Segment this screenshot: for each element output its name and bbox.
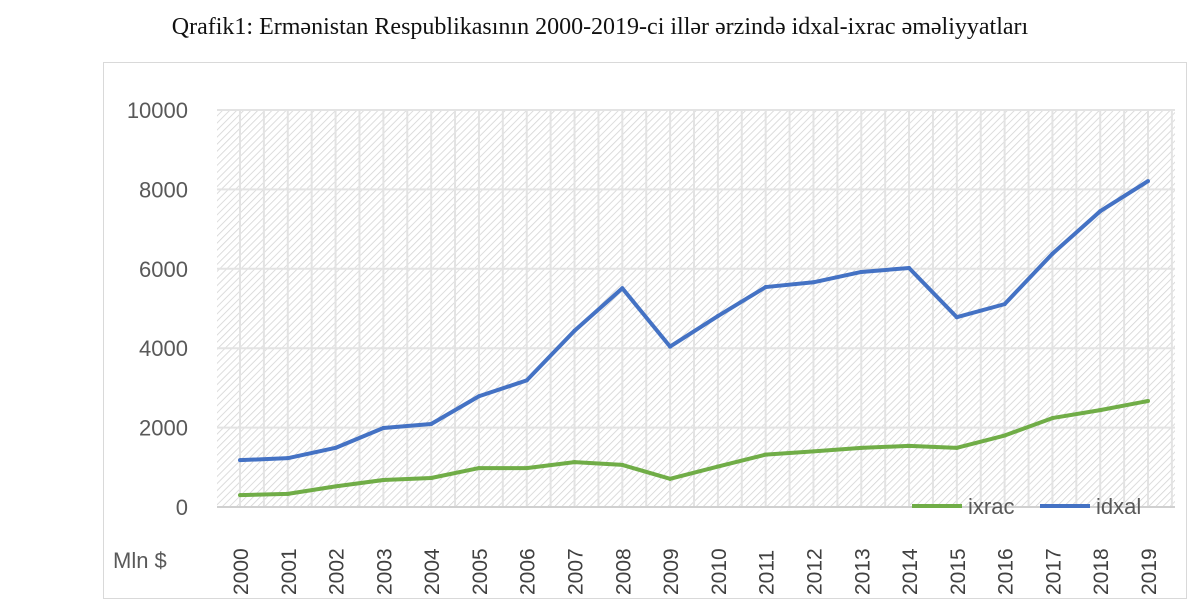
data-point-idxal bbox=[429, 422, 434, 427]
chart-frame bbox=[103, 62, 1187, 599]
data-point-ixrac bbox=[429, 476, 434, 481]
data-point-idxal bbox=[333, 445, 338, 450]
data-point-idxal bbox=[668, 344, 673, 349]
data-point-idxal bbox=[381, 425, 386, 430]
data-point-idxal bbox=[1146, 179, 1150, 184]
x-tick-label: 2003 bbox=[373, 548, 396, 595]
x-tick-label: 2018 bbox=[1090, 548, 1113, 595]
legend-label-ixrac: ixrac bbox=[968, 494, 1014, 519]
data-point-ixrac bbox=[1002, 433, 1007, 438]
data-point-ixrac bbox=[907, 443, 912, 448]
x-tick-label: 2006 bbox=[517, 548, 540, 595]
data-point-idxal bbox=[954, 315, 959, 320]
x-tick-label: 2001 bbox=[278, 548, 301, 595]
data-point-ixrac bbox=[811, 449, 816, 454]
y-tick-label: 4000 bbox=[139, 336, 188, 361]
data-point-ixrac bbox=[572, 460, 577, 465]
x-tick-label: 2011 bbox=[756, 550, 779, 595]
data-point-ixrac bbox=[238, 493, 242, 498]
data-point-idxal bbox=[285, 456, 290, 461]
data-point-idxal bbox=[1050, 251, 1055, 256]
y-tick-label: 6000 bbox=[139, 257, 188, 282]
data-point-ixrac bbox=[285, 491, 290, 496]
data-point-ixrac bbox=[763, 452, 768, 457]
x-tick-label: 2007 bbox=[565, 548, 588, 595]
data-point-idxal bbox=[1002, 302, 1007, 307]
x-tick-label: 2004 bbox=[421, 548, 444, 595]
data-point-idxal bbox=[476, 394, 481, 399]
data-point-ixrac bbox=[668, 476, 673, 481]
x-tick-label: 2015 bbox=[947, 548, 970, 595]
chart-title: Qrafik1: Ermənistan Respublikasının 2000… bbox=[171, 14, 1029, 40]
data-point-idxal bbox=[238, 458, 242, 463]
data-point-ixrac bbox=[954, 445, 959, 450]
data-point-idxal bbox=[620, 286, 625, 291]
data-point-ixrac bbox=[715, 464, 720, 469]
data-point-ixrac bbox=[333, 484, 338, 489]
x-tick-label: 2002 bbox=[326, 548, 349, 595]
x-tick-label: 2016 bbox=[995, 548, 1018, 595]
plot-area bbox=[217, 110, 1175, 507]
x-tick-label: 2005 bbox=[469, 548, 492, 595]
series-line-ixrac bbox=[239, 399, 1149, 498]
legend-label-idxal: idxal bbox=[1096, 494, 1141, 519]
y-tick-label: 2000 bbox=[139, 416, 188, 441]
y-axis-unit: Mln $ bbox=[113, 548, 167, 573]
data-point-ixrac bbox=[620, 462, 625, 467]
x-tick-label: 2000 bbox=[230, 548, 253, 595]
x-tick-label: 2019 bbox=[1138, 548, 1161, 595]
data-point-idxal bbox=[572, 328, 577, 333]
data-point-idxal bbox=[715, 314, 720, 319]
y-tick-label: 8000 bbox=[139, 177, 188, 202]
data-point-idxal bbox=[811, 280, 816, 285]
y-tick-label: 10000 bbox=[127, 98, 188, 123]
data-point-idxal bbox=[907, 266, 912, 271]
data-point-ixrac bbox=[524, 466, 529, 471]
data-point-ixrac bbox=[859, 445, 864, 450]
x-tick-label: 2010 bbox=[708, 548, 731, 595]
x-tick-label: 2014 bbox=[899, 548, 922, 595]
x-tick-label: 2013 bbox=[851, 548, 874, 595]
data-point-ixrac bbox=[1146, 399, 1150, 404]
x-tick-label: 2012 bbox=[803, 548, 826, 595]
data-point-ixrac bbox=[1098, 408, 1103, 413]
data-point-idxal bbox=[859, 269, 864, 274]
data-point-ixrac bbox=[476, 466, 481, 471]
x-tick-label: 2008 bbox=[612, 548, 635, 595]
y-tick-label: 0 bbox=[176, 495, 188, 520]
data-point-idxal bbox=[524, 378, 529, 383]
x-tick-label: 2009 bbox=[660, 548, 683, 595]
data-point-idxal bbox=[1098, 209, 1103, 214]
x-tick-label: 2017 bbox=[1042, 548, 1065, 595]
data-point-ixrac bbox=[1050, 416, 1055, 421]
data-point-idxal bbox=[763, 285, 768, 290]
series-line-idxal bbox=[239, 179, 1150, 463]
data-point-ixrac bbox=[381, 478, 386, 483]
